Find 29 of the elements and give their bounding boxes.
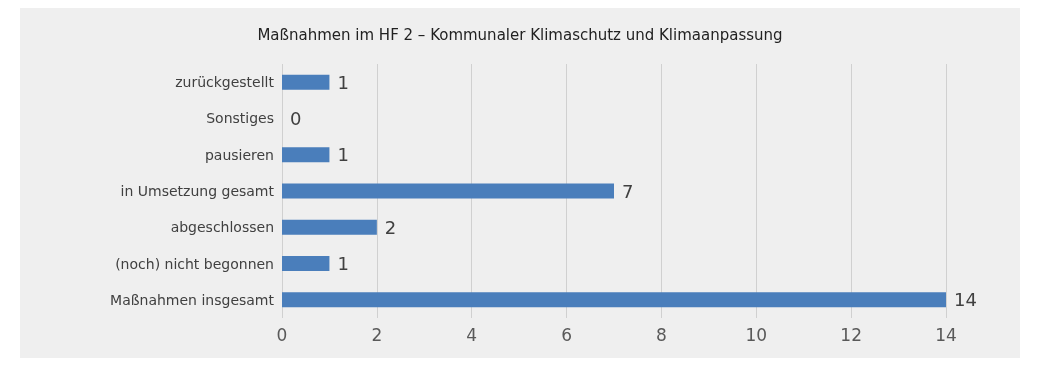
data-label: 7	[622, 180, 634, 202]
x-tick-label: 10	[745, 324, 768, 345]
x-tick-label: 12	[840, 324, 862, 345]
bar	[282, 74, 330, 90]
y-tick-label: pausieren	[204, 146, 274, 163]
x-tick-label: 14	[935, 324, 957, 345]
y-tick-label: abgeschlossen	[170, 219, 274, 236]
x-tick-label: 0	[276, 324, 288, 345]
y-tick-label: in Umsetzung gesamt	[120, 183, 275, 199]
y-tick-label: (noch) nicht begonnen	[115, 255, 274, 272]
bar	[282, 147, 330, 163]
y-tick-label: Sonstiges	[206, 110, 274, 127]
x-tick-label: 4	[466, 324, 478, 345]
data-label: 0	[290, 107, 302, 129]
data-label: 1	[337, 144, 349, 166]
data-label: 1	[337, 71, 349, 93]
bar	[282, 219, 377, 235]
chart-title: Maßnahmen im HF 2 – Kommunaler Klimaschutz und Klimaanpassung	[257, 25, 783, 44]
y-tick-label: zurückgestellt	[175, 74, 275, 91]
y-tick-label: Maßnahmen insgesamt	[110, 291, 275, 308]
x-tick-label: 2	[371, 324, 383, 345]
x-tick-label: 8	[656, 324, 667, 345]
data-label: 1	[337, 253, 349, 275]
data-label: 2	[384, 216, 397, 238]
data-label: 14	[954, 289, 977, 311]
bar	[282, 256, 330, 272]
x-tick-label: 6	[561, 324, 572, 345]
bar	[282, 183, 614, 199]
bar	[282, 292, 946, 308]
